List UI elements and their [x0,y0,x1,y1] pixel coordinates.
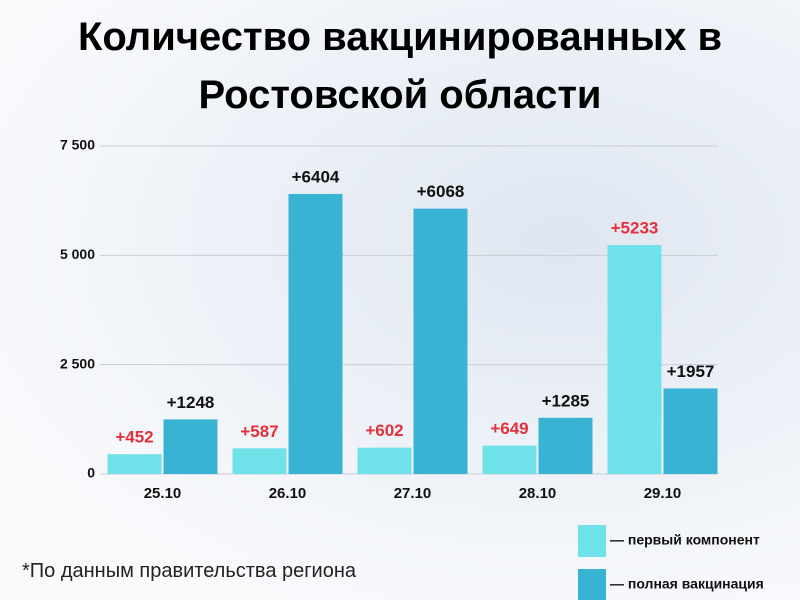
bar [413,208,468,474]
bar [538,417,593,474]
x-tick-label: 28.10 [519,485,557,502]
y-tick-label: 0 [87,465,95,481]
bar [482,445,537,474]
x-tick-label: 27.10 [394,485,432,502]
bar [232,448,287,474]
value-label: +6068 [417,182,465,201]
legend-swatch [578,525,606,557]
y-tick-label: 2 500 [60,355,95,371]
value-label: +452 [115,428,153,447]
value-label: +1248 [167,393,215,412]
legend-label: — первый компонент [610,532,760,548]
bar [288,193,343,474]
value-label: +5233 [611,219,659,238]
bar [663,388,718,474]
bar [163,419,218,474]
x-tick-label: 29.10 [644,485,682,502]
value-label: +649 [490,419,528,438]
x-tick-label: 25.10 [144,485,182,502]
y-tick-label: 5 000 [60,246,95,262]
value-label: +587 [240,422,278,441]
legend-swatch [578,569,606,600]
chart-title: Количество вакцинированных в Ростовской … [77,15,723,117]
legend-label: — полная вакцинация [610,576,764,592]
source-note: *По данным правительства региона [22,560,357,582]
value-label: +6404 [292,167,340,186]
value-label: +1957 [667,362,715,381]
x-tick-label: 26.10 [269,485,307,502]
bar [357,447,412,474]
value-label: +1285 [542,391,590,410]
y-tick-label: 7 500 [60,137,95,153]
bar [607,245,662,474]
bar [107,454,162,474]
value-label: +602 [365,421,403,440]
